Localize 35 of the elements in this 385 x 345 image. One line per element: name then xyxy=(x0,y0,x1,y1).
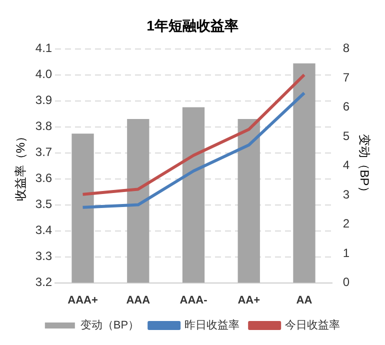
y-tick-label: 3.8 xyxy=(35,119,52,134)
y2-tick-label: 7 xyxy=(342,70,350,84)
bar xyxy=(238,119,260,283)
y2-tick-label: 0 xyxy=(342,275,350,290)
y2-tick-label: 1 xyxy=(342,246,350,260)
y2-tick-label: 5 xyxy=(342,128,350,143)
x-tick-label: AA+ xyxy=(238,294,260,306)
y2-tick-label: 6 xyxy=(342,100,350,114)
x-tick-label: AAA xyxy=(126,294,150,306)
x-tick-label: AAA+ xyxy=(68,294,98,306)
y2-tick-label: 8 xyxy=(342,41,350,56)
bar xyxy=(72,134,94,283)
y2-axis-title: 变动（BP） xyxy=(357,134,372,198)
y2-tick-label: 3 xyxy=(342,187,350,202)
y-tick-label: 3.7 xyxy=(35,145,52,160)
legend-label: 今日收益率 xyxy=(285,318,340,332)
y-tick-label: 3.5 xyxy=(35,197,52,212)
y-tick-label: 3.3 xyxy=(35,249,52,264)
legend-label: 变动（BP） xyxy=(80,318,140,332)
y-tick-label: 3.4 xyxy=(35,223,52,238)
y-tick-label: 3.6 xyxy=(35,171,52,186)
bar xyxy=(127,119,150,283)
y-tick-label: 3.2 xyxy=(35,275,52,290)
y2-tick-label: 2 xyxy=(342,216,350,231)
y-tick-label: 4.1 xyxy=(35,41,52,56)
y-tick-label: 4.0 xyxy=(35,67,52,82)
bar xyxy=(293,63,316,283)
y2-tick-label: 4 xyxy=(342,158,350,172)
chart-title: 1年短融收益率 xyxy=(146,17,238,34)
y-axis-title: 收益率（%） xyxy=(14,130,28,202)
bar xyxy=(182,107,205,283)
y-tick-label: 3.9 xyxy=(35,93,52,108)
legend-label: 昨日收益率 xyxy=(184,318,240,332)
x-tick-label: AAA- xyxy=(180,294,208,306)
x-tick-label: AA xyxy=(296,294,312,306)
